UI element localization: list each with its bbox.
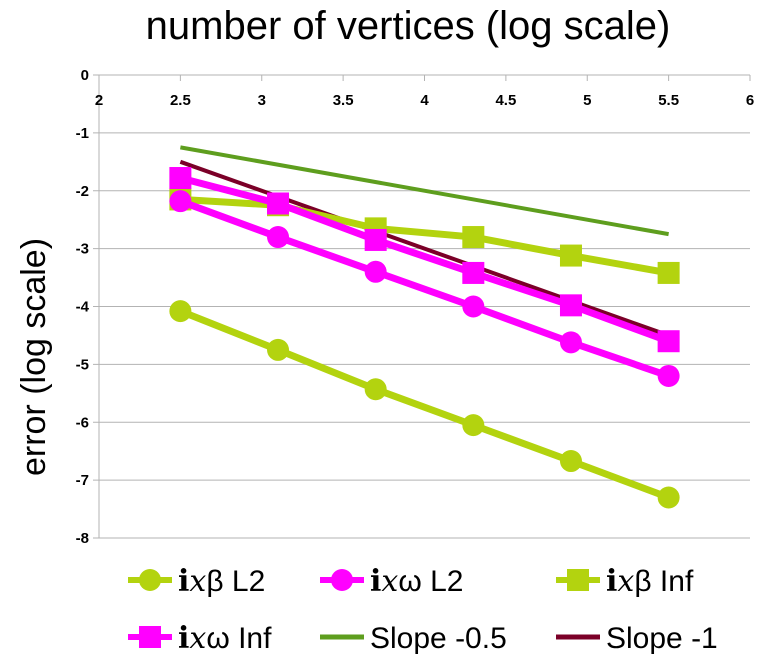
legend-label: ixβ Inf [606,564,694,599]
series-ix-l2 [169,190,680,387]
legend-item: ixβ L2 [128,564,265,599]
y-tick-label: 0 [81,67,89,84]
series-ix-inf [169,167,680,353]
legend-swatch-marker [567,569,589,591]
data-point [364,378,387,401]
legend-label-text: Slope -1 [606,622,718,655]
data-point [364,228,387,251]
x-tick-label: 3.5 [333,92,354,109]
legend-label-italic: x [189,564,206,599]
data-point [657,364,680,387]
y-tick-label: -8 [76,530,89,547]
y-tick-label: -6 [76,414,89,431]
x-tick-label: 5 [583,92,591,109]
data-point [462,261,485,284]
chart-title: number of vertices (log scale) [146,4,671,48]
series-line [179,307,670,501]
legend-swatch-marker [139,626,161,648]
legend-label-text: ω Inf [206,622,272,655]
series-group [169,145,680,509]
legend-label-italic: x [189,621,206,656]
x-tick-label: 6 [746,92,754,109]
y-tick-label: -4 [76,299,90,316]
data-point [559,331,582,354]
series-line [179,174,670,345]
legend-label-bold: i [606,564,617,599]
legend-label-bold: i [370,564,381,599]
data-point [267,226,290,249]
legend-label-text: Slope -0.5 [370,622,507,655]
legend-label-text: β Inf [634,565,694,598]
x-tick-labels: 2 2.5 3 3.5 4 4.5 5 5.5 6 [95,92,754,109]
data-point [364,260,387,283]
legend-label-italic: x [617,564,634,599]
series-ix-l2 [169,300,680,509]
x-tick-label: 4.5 [495,92,516,109]
legend-label-text: ω L2 [398,565,463,598]
legend-swatch-marker [331,569,353,591]
series-line [180,195,670,277]
data-point [559,294,582,317]
legend-label-bold: i [178,564,189,599]
series-slope-0-5 [180,145,669,237]
data-point [169,190,192,213]
series-line [180,145,669,237]
y-tick-label: -3 [76,241,89,258]
legend-label-bold: i [178,621,189,656]
legend-label: ixω Inf [178,621,272,656]
data-point [559,450,582,473]
series-line [179,159,670,338]
data-point [657,486,680,509]
y-tick-label: -7 [76,472,89,489]
axes [93,74,751,539]
legend-item: ixω Inf [128,621,272,656]
legend-item: Slope -0.5 [320,622,507,655]
series-ix-inf [169,188,680,284]
data-point [462,226,485,249]
data-point [169,300,192,323]
legend-label: Slope -1 [606,622,718,655]
x-tick-label: 5.5 [658,92,679,109]
legend-label: ixω L2 [370,564,463,599]
y-tick-labels: 0 -1 -2 -3 -4 -5 -6 -7 -8 [76,67,90,547]
x-tick-label: 2.5 [170,92,191,109]
series-line [179,197,670,380]
data-point [462,414,485,437]
series-slope-1 [179,159,670,338]
x-tick-label: 3 [258,92,266,109]
legend-label-text: β L2 [206,565,265,598]
legend-item: ixω L2 [320,564,463,599]
data-point [169,167,192,190]
legend-item: Slope -1 [556,622,718,655]
legend-label: ixβ L2 [178,564,265,599]
data-point [267,338,290,361]
data-point [559,244,582,267]
y-tick-label: -2 [76,183,89,200]
legend-label: Slope -0.5 [370,622,507,655]
legend-item: ixβ Inf [556,564,694,599]
data-point [462,295,485,318]
data-point [267,192,290,215]
data-point [657,330,680,353]
x-tick-label: 4 [420,92,429,109]
y-axis-label: error (log scale) [15,238,53,476]
x-tick-label: 2 [95,92,103,109]
y-tick-label: -5 [76,356,89,373]
data-point [657,261,680,284]
legend-swatch-marker [139,569,161,591]
y-tick-label: -1 [76,125,89,142]
legend-label-italic: x [381,564,398,599]
